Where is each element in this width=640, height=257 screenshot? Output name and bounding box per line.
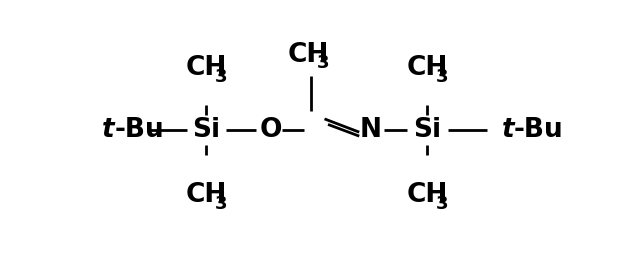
Text: -Bu: -Bu (115, 117, 164, 143)
Text: N: N (359, 117, 381, 143)
Text: 3: 3 (215, 68, 228, 86)
Text: t: t (501, 117, 514, 143)
Text: t: t (102, 117, 115, 143)
Text: O: O (260, 117, 282, 143)
Text: CH: CH (406, 182, 448, 208)
Text: CH: CH (287, 42, 329, 68)
Text: 3: 3 (317, 54, 330, 72)
Text: Si: Si (193, 117, 221, 143)
Text: CH: CH (186, 56, 227, 81)
Text: 3: 3 (215, 195, 228, 213)
Text: CH: CH (406, 56, 448, 81)
Text: -Bu: -Bu (514, 117, 564, 143)
Text: Si: Si (413, 117, 441, 143)
Text: CH: CH (186, 182, 227, 208)
Text: 3: 3 (436, 195, 449, 213)
Text: 3: 3 (436, 68, 449, 86)
